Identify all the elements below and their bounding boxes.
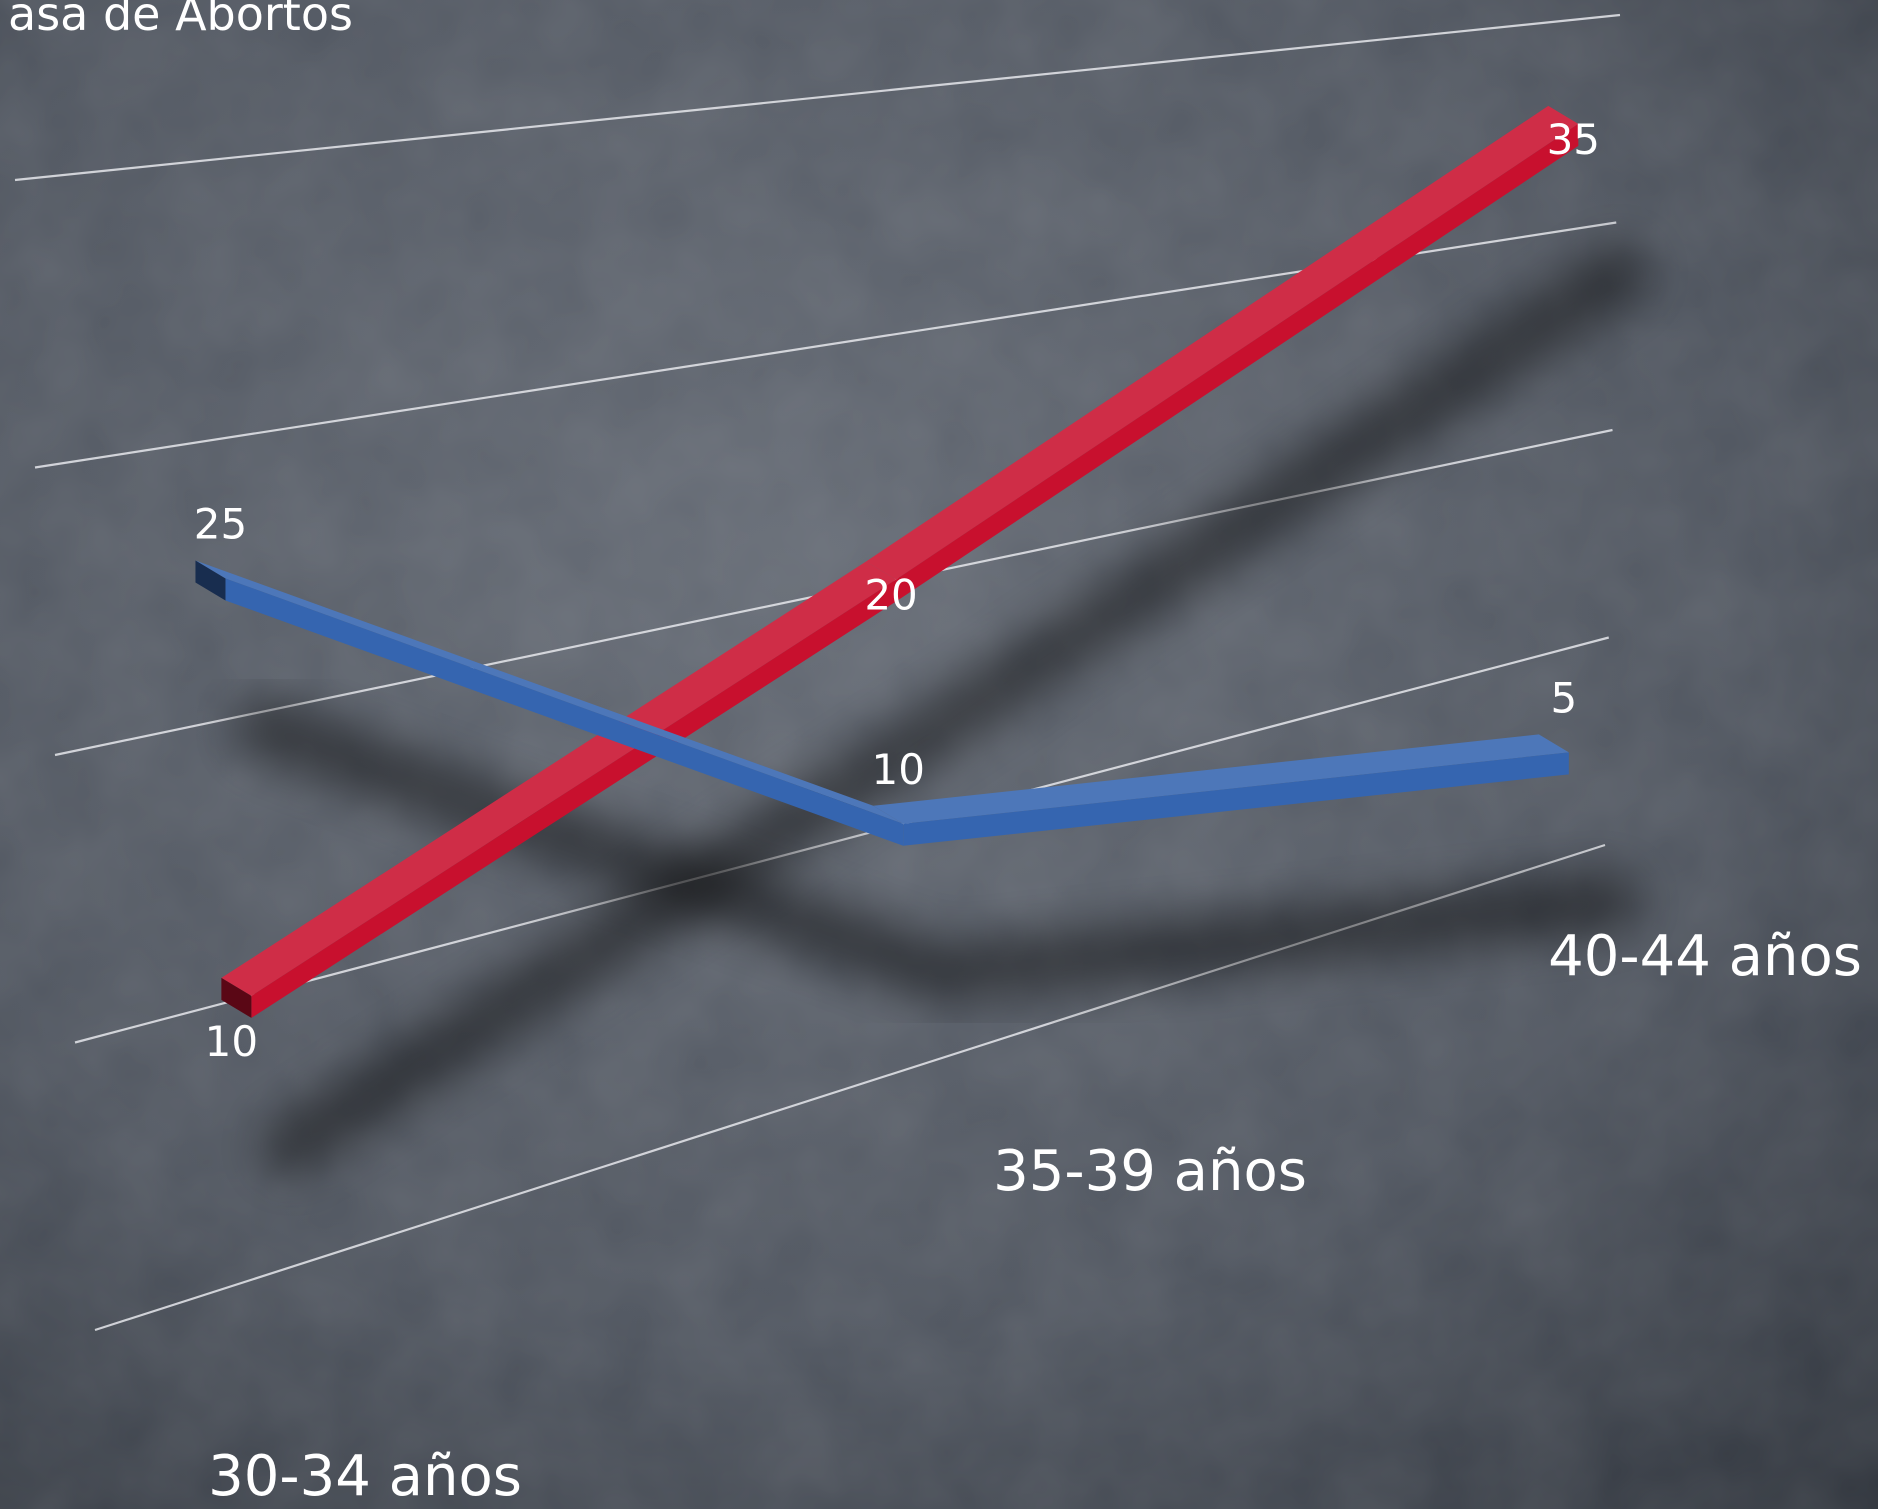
series-2-end-cap: [195, 560, 226, 601]
series-2-segment-top: [873, 734, 1569, 824]
data-label: 25: [194, 499, 247, 548]
series-2-segment-front: [225, 578, 904, 846]
series-1-segment-top: [221, 561, 897, 996]
category-label: 30-34 años: [208, 1444, 522, 1509]
data-label: 10: [871, 745, 924, 794]
data-label: 10: [205, 1017, 258, 1066]
series-1-shadow: [261, 243, 1649, 1176]
series-1-end-cap: [221, 977, 252, 1018]
data-label: 5: [1550, 673, 1577, 722]
series-1-segment-front: [896, 123, 1579, 602]
series-2-ribbon: [195, 560, 1569, 846]
category-label: 40-44 años: [1548, 924, 1862, 989]
data-label: 20: [864, 571, 917, 620]
series-2-segment-front: [903, 752, 1569, 846]
series-1-segment-front: [251, 579, 897, 1018]
data-label: 35: [1547, 115, 1600, 164]
series-ribbons: [195, 105, 1579, 1018]
gridline: [14, 13, 1621, 182]
category-labels: 30-34 años 35-39 años 40-44 años: [208, 924, 1862, 1509]
series-2-segment-top: [195, 560, 904, 824]
category-label: 35-39 años: [993, 1139, 1307, 1204]
series-1-segment-top: [866, 105, 1579, 580]
gridline: [74, 636, 1610, 1044]
series-1-ribbon: [221, 105, 1579, 1018]
data-labels: 10 20 35 25 10 5: [194, 115, 1600, 1066]
chart-title: asa de Abortos: [8, 0, 353, 41]
